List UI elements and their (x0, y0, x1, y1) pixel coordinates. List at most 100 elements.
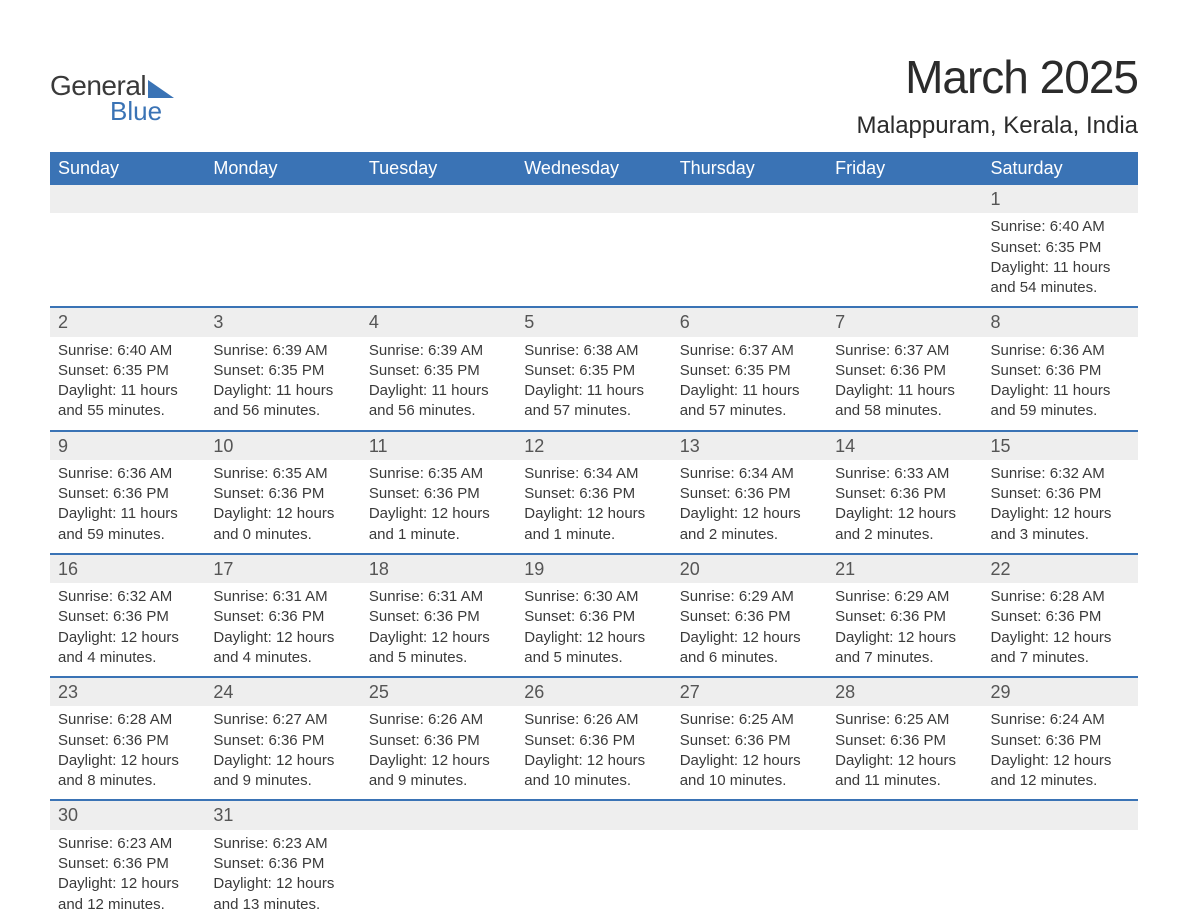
sunset-text: Sunset: 6:36 PM (213, 607, 352, 627)
sunrise-text: Sunrise: 6:27 AM (213, 710, 352, 730)
day-number-cell: 30 (50, 800, 205, 829)
day-info-cell: Sunrise: 6:38 AMSunset: 6:35 PMDaylight:… (516, 337, 671, 431)
info-row: Sunrise: 6:28 AMSunset: 6:36 PMDaylight:… (50, 706, 1138, 800)
weekday-header: Tuesday (361, 152, 516, 185)
daylight-text: Daylight: 12 hours and 4 minutes. (213, 628, 352, 669)
page-header: General Blue March 2025 Malappuram, Kera… (50, 50, 1138, 140)
day-info-cell: Sunrise: 6:30 AMSunset: 6:36 PMDaylight:… (516, 583, 671, 677)
day-info-cell: Sunrise: 6:27 AMSunset: 6:36 PMDaylight:… (205, 706, 360, 800)
weekday-header: Friday (827, 152, 982, 185)
day-number-cell (205, 185, 360, 213)
daylight-text: Daylight: 11 hours and 59 minutes. (991, 381, 1130, 422)
sunrise-text: Sunrise: 6:38 AM (524, 341, 663, 361)
day-info-cell (361, 213, 516, 307)
day-info-cell: Sunrise: 6:31 AMSunset: 6:36 PMDaylight:… (361, 583, 516, 677)
sunset-text: Sunset: 6:36 PM (524, 484, 663, 504)
daylight-text: Daylight: 11 hours and 59 minutes. (58, 504, 197, 545)
day-number-cell: 20 (672, 554, 827, 583)
sunrise-text: Sunrise: 6:36 AM (991, 341, 1130, 361)
sunset-text: Sunset: 6:36 PM (58, 854, 197, 874)
day-number-cell (827, 800, 982, 829)
daylight-text: Daylight: 12 hours and 12 minutes. (991, 751, 1130, 792)
daylight-text: Daylight: 12 hours and 6 minutes. (680, 628, 819, 669)
day-info-cell: Sunrise: 6:39 AMSunset: 6:35 PMDaylight:… (205, 337, 360, 431)
day-number-cell: 17 (205, 554, 360, 583)
sunset-text: Sunset: 6:36 PM (369, 607, 508, 627)
day-info-cell (516, 830, 671, 923)
weekday-header: Saturday (983, 152, 1138, 185)
sunset-text: Sunset: 6:35 PM (991, 238, 1130, 258)
sunset-text: Sunset: 6:36 PM (991, 361, 1130, 381)
daylight-text: Daylight: 12 hours and 8 minutes. (58, 751, 197, 792)
sunrise-text: Sunrise: 6:25 AM (835, 710, 974, 730)
day-info-cell: Sunrise: 6:24 AMSunset: 6:36 PMDaylight:… (983, 706, 1138, 800)
sunset-text: Sunset: 6:35 PM (524, 361, 663, 381)
day-number-cell: 27 (672, 677, 827, 706)
day-info-cell: Sunrise: 6:26 AMSunset: 6:36 PMDaylight:… (516, 706, 671, 800)
day-info-cell: Sunrise: 6:36 AMSunset: 6:36 PMDaylight:… (50, 460, 205, 554)
day-number-cell: 11 (361, 431, 516, 460)
daylight-text: Daylight: 12 hours and 1 minute. (369, 504, 508, 545)
sunrise-text: Sunrise: 6:39 AM (213, 341, 352, 361)
daynum-row: 9101112131415 (50, 431, 1138, 460)
sunset-text: Sunset: 6:36 PM (991, 607, 1130, 627)
sunrise-text: Sunrise: 6:26 AM (369, 710, 508, 730)
sunset-text: Sunset: 6:36 PM (835, 731, 974, 751)
day-number-cell: 10 (205, 431, 360, 460)
day-info-cell: Sunrise: 6:25 AMSunset: 6:36 PMDaylight:… (672, 706, 827, 800)
day-number-cell: 12 (516, 431, 671, 460)
daylight-text: Daylight: 12 hours and 9 minutes. (369, 751, 508, 792)
day-number-cell (361, 800, 516, 829)
daylight-text: Daylight: 12 hours and 1 minute. (524, 504, 663, 545)
sunrise-text: Sunrise: 6:28 AM (991, 587, 1130, 607)
sunrise-text: Sunrise: 6:33 AM (835, 464, 974, 484)
day-number-cell: 7 (827, 307, 982, 336)
sunrise-text: Sunrise: 6:32 AM (991, 464, 1130, 484)
daylight-text: Daylight: 11 hours and 58 minutes. (835, 381, 974, 422)
day-info-cell: Sunrise: 6:32 AMSunset: 6:36 PMDaylight:… (50, 583, 205, 677)
weekday-header: Sunday (50, 152, 205, 185)
day-info-cell: Sunrise: 6:34 AMSunset: 6:36 PMDaylight:… (516, 460, 671, 554)
daylight-text: Daylight: 12 hours and 4 minutes. (58, 628, 197, 669)
sunset-text: Sunset: 6:36 PM (524, 607, 663, 627)
daylight-text: Daylight: 11 hours and 54 minutes. (991, 258, 1130, 299)
sunrise-text: Sunrise: 6:35 AM (369, 464, 508, 484)
sunrise-text: Sunrise: 6:40 AM (991, 217, 1130, 237)
sunrise-text: Sunrise: 6:30 AM (524, 587, 663, 607)
day-info-cell: Sunrise: 6:33 AMSunset: 6:36 PMDaylight:… (827, 460, 982, 554)
day-number-cell: 28 (827, 677, 982, 706)
day-number-cell: 6 (672, 307, 827, 336)
info-row: Sunrise: 6:40 AMSunset: 6:35 PMDaylight:… (50, 337, 1138, 431)
sunrise-text: Sunrise: 6:29 AM (680, 587, 819, 607)
daylight-text: Daylight: 11 hours and 57 minutes. (524, 381, 663, 422)
daylight-text: Daylight: 11 hours and 55 minutes. (58, 381, 197, 422)
sunset-text: Sunset: 6:36 PM (680, 731, 819, 751)
info-row: Sunrise: 6:32 AMSunset: 6:36 PMDaylight:… (50, 583, 1138, 677)
sunrise-text: Sunrise: 6:32 AM (58, 587, 197, 607)
sunset-text: Sunset: 6:36 PM (835, 361, 974, 381)
sunrise-text: Sunrise: 6:34 AM (524, 464, 663, 484)
day-info-cell (516, 213, 671, 307)
sunset-text: Sunset: 6:36 PM (991, 484, 1130, 504)
sunrise-text: Sunrise: 6:26 AM (524, 710, 663, 730)
day-number-cell (50, 185, 205, 213)
day-info-cell: Sunrise: 6:29 AMSunset: 6:36 PMDaylight:… (672, 583, 827, 677)
sunrise-text: Sunrise: 6:35 AM (213, 464, 352, 484)
day-info-cell: Sunrise: 6:23 AMSunset: 6:36 PMDaylight:… (205, 830, 360, 923)
daylight-text: Daylight: 11 hours and 56 minutes. (213, 381, 352, 422)
calendar-table: Sunday Monday Tuesday Wednesday Thursday… (50, 152, 1138, 923)
day-number-cell: 9 (50, 431, 205, 460)
daylight-text: Daylight: 12 hours and 12 minutes. (58, 874, 197, 915)
day-number-cell: 1 (983, 185, 1138, 213)
sunset-text: Sunset: 6:35 PM (213, 361, 352, 381)
day-number-cell: 22 (983, 554, 1138, 583)
day-number-cell (672, 800, 827, 829)
daylight-text: Daylight: 12 hours and 0 minutes. (213, 504, 352, 545)
daylight-text: Daylight: 12 hours and 10 minutes. (680, 751, 819, 792)
day-info-cell: Sunrise: 6:36 AMSunset: 6:36 PMDaylight:… (983, 337, 1138, 431)
logo-triangle-icon (148, 80, 174, 98)
title-block: March 2025 Malappuram, Kerala, India (857, 50, 1138, 140)
day-info-cell: Sunrise: 6:34 AMSunset: 6:36 PMDaylight:… (672, 460, 827, 554)
day-number-cell: 19 (516, 554, 671, 583)
day-info-cell: Sunrise: 6:39 AMSunset: 6:35 PMDaylight:… (361, 337, 516, 431)
